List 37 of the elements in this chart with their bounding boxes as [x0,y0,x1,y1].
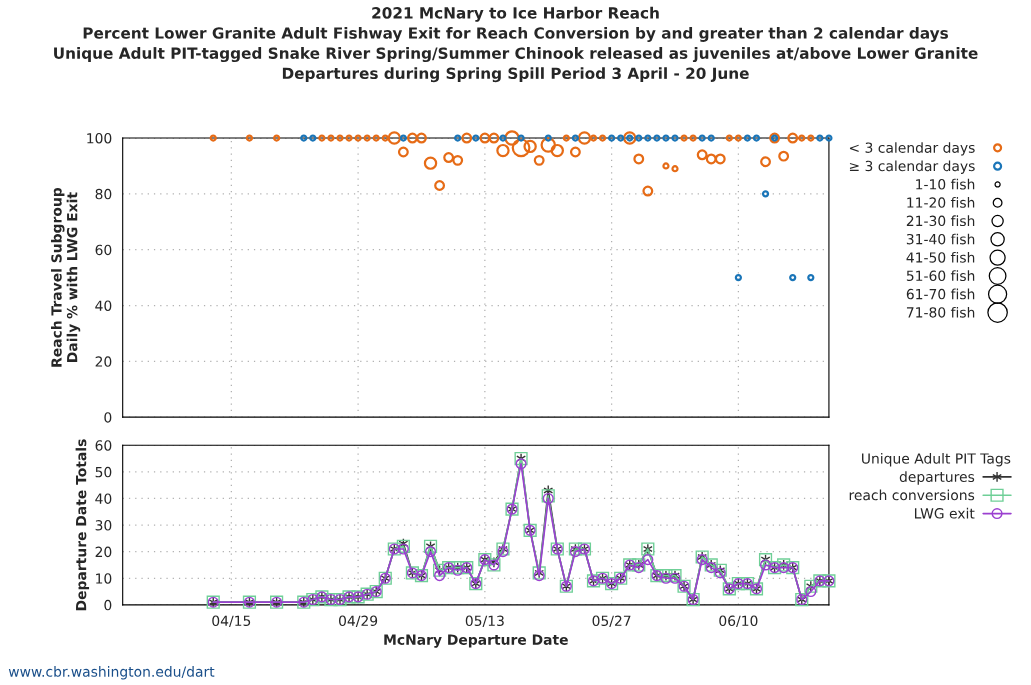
y-tick-label: 60 [95,440,112,451]
legend-label: LWG exit [914,507,975,519]
legend-title: Unique Adult PIT Tags [862,452,1011,467]
legend-label: 21-30 fish [906,215,975,227]
y-tick-label: 50 [95,466,112,478]
legend-label: 41-50 fish [906,251,975,263]
legend-label: ≥ 3 calendar days [849,160,975,174]
x-axis-title: McNary Departure Date [384,634,568,648]
y-tick-label: 0 [104,599,112,611]
y-tick-label: 20 [95,546,112,558]
legend-label: 51-60 fish [906,270,975,282]
legend-label: 1-10 fish [916,178,975,190]
y-tick-label: 20 [95,356,112,367]
legend-label: reach conversions [849,489,975,501]
text: < 3 calendar days [849,142,975,156]
y-axis-title: Departure Date Totals [75,439,90,611]
y-axis-title: Reach Travel Subgroup Daily % with LWG Exit [50,187,81,367]
y-tick-label: 40 [95,300,112,311]
legend-label: departures [899,471,975,485]
y-tick-label: 0 [104,412,112,423]
y-tick-label: 30 [95,520,112,531]
legend-label: 61-70 fish [906,288,975,300]
x-tick-label: 05/27 [592,615,631,628]
chart-title: 2021 McNary to Ice Harbor Reach Percent Lower Granite Adult Fishway Exit for Reach Conversion by and greater than 2 calendar days Unique Adult PIT-tagged Snake River Spring/Summer Chinook released as juveniles at/above Lower Granite Departures during Spring Spill Period 3 April - 20 June [54,6,978,83]
x-tick-label: 06/10 [719,615,758,628]
y-tick-label: 40 [95,493,112,504]
x-tick-label: 04/29 [339,615,378,628]
y-tick-label: 100 [87,133,112,144]
legend-label: 71-80 fish [906,306,975,318]
y-tick-label: 10 [96,573,112,584]
legend-label: 31-40 fish [906,233,975,245]
y-tick-label: 80 [95,188,112,200]
text: www.cbr.washington.edu/dart [8,666,215,680]
x-tick-label: 04/15 [212,615,251,628]
x-tick-label: 05/13 [465,615,504,628]
y-tick-label: 60 [95,244,112,256]
legend-label: 11-20 fish [907,197,975,208]
